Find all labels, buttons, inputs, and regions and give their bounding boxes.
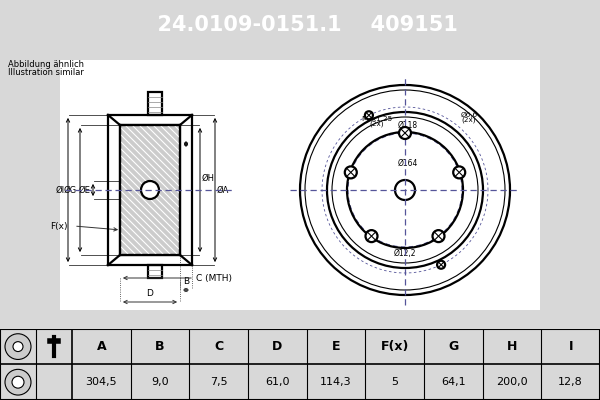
Text: 24.0109-0151.1    409151: 24.0109-0151.1 409151 xyxy=(143,15,457,35)
Circle shape xyxy=(395,180,415,200)
Text: D: D xyxy=(146,289,154,298)
Text: 7,5: 7,5 xyxy=(210,377,227,387)
Text: B: B xyxy=(155,340,165,353)
Text: D: D xyxy=(272,340,283,353)
Circle shape xyxy=(453,166,465,178)
Text: 12,8: 12,8 xyxy=(558,377,583,387)
Text: 64,1: 64,1 xyxy=(441,377,466,387)
Text: C: C xyxy=(214,340,223,353)
Text: 61,0: 61,0 xyxy=(265,377,290,387)
Text: ØH: ØH xyxy=(202,174,215,182)
Circle shape xyxy=(345,166,357,178)
Text: C (MTH): C (MTH) xyxy=(196,274,232,282)
Text: Ø6,6: Ø6,6 xyxy=(461,112,478,118)
Circle shape xyxy=(365,230,377,242)
Text: (2x): (2x) xyxy=(370,120,384,127)
Text: Abbildung ähnlich: Abbildung ähnlich xyxy=(8,60,84,69)
Text: 304,5: 304,5 xyxy=(86,377,117,387)
Text: B: B xyxy=(183,277,189,286)
Text: Ø12,2: Ø12,2 xyxy=(394,249,416,258)
Text: (2x): (2x) xyxy=(461,116,476,123)
Text: F(x): F(x) xyxy=(380,340,409,353)
Circle shape xyxy=(433,230,445,242)
Text: ØI: ØI xyxy=(56,186,65,194)
Circle shape xyxy=(300,85,510,295)
Text: ØA: ØA xyxy=(217,186,229,194)
Circle shape xyxy=(141,181,159,199)
Text: ØE: ØE xyxy=(78,186,90,194)
Bar xyxy=(120,125,180,255)
Text: ØG: ØG xyxy=(64,186,77,194)
Text: M8x1,25: M8x1,25 xyxy=(361,116,392,122)
Circle shape xyxy=(5,334,31,360)
Circle shape xyxy=(12,376,24,388)
Bar xyxy=(60,60,540,310)
Text: Illustration similar: Illustration similar xyxy=(8,68,84,77)
Circle shape xyxy=(399,127,411,139)
Text: 5: 5 xyxy=(391,377,398,387)
Circle shape xyxy=(5,369,31,395)
Text: G: G xyxy=(448,340,458,353)
Text: F(x): F(x) xyxy=(50,222,68,230)
Text: E: E xyxy=(332,340,340,353)
Bar xyxy=(148,265,162,278)
Circle shape xyxy=(13,342,23,352)
Text: 114,3: 114,3 xyxy=(320,377,352,387)
Text: I: I xyxy=(568,340,573,353)
Circle shape xyxy=(365,111,373,119)
Bar xyxy=(108,115,192,265)
Text: Ø118: Ø118 xyxy=(398,121,418,130)
Text: H: H xyxy=(507,340,517,353)
Text: 9,0: 9,0 xyxy=(151,377,169,387)
Bar xyxy=(148,92,162,115)
Text: Ø164: Ø164 xyxy=(398,159,418,168)
Text: A: A xyxy=(97,340,106,353)
Text: 200,0: 200,0 xyxy=(496,377,528,387)
Circle shape xyxy=(437,261,445,269)
